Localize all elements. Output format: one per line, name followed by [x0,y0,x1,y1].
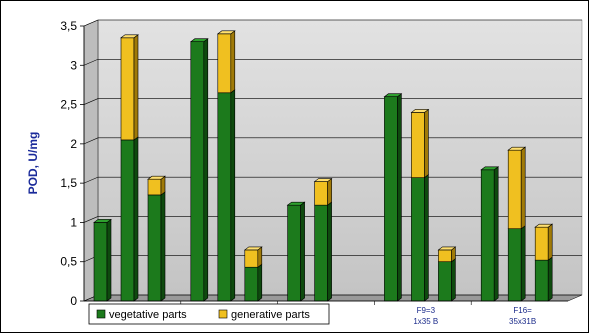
bar-vegetative-top [93,219,112,223]
bar-vegetative [534,259,549,302]
bar-vegetative [411,177,425,302]
bar-vegetative [314,204,328,302]
bar-vegetative-top [189,38,209,43]
bar-generative [217,33,232,94]
y-axis-label: POD, U/mg [26,132,40,195]
legend-swatch-generative [218,309,228,319]
x-category-label: F16= [513,306,532,315]
bar-vegetative-side [203,38,209,302]
y-tick-label: 3,5 [60,19,77,33]
bar-vegetative-top [383,93,403,98]
grid-line [83,19,582,27]
bar-generative-top [243,246,263,251]
bar-vegetative-side [493,166,499,302]
bar-vegetative [190,41,205,302]
bar-generative [534,226,549,261]
bar-generative-top [313,178,333,182]
bar-vegetative [244,266,259,302]
y-tick-label: 0 [70,294,77,308]
bar-generative-top [120,34,139,39]
bar-vegetative-top [286,201,306,206]
bar-vegetative [120,139,135,302]
bar-generative [507,149,522,230]
bar-vegetative [507,228,522,302]
legend-swatch-vegetative [96,309,106,319]
bar-generative [147,178,162,196]
bar-vegetative [93,222,108,302]
bar-generative-top [410,109,430,113]
bar-vegetative-top [480,166,500,171]
y-tick-label: 3 [70,58,77,72]
bar-generative-side [230,30,236,94]
bar-vegetative-side [133,136,139,302]
bar-generative-side [520,146,526,230]
bar-vegetative-side [257,263,263,302]
bar-vegetative [384,96,398,302]
y-tick-label: 1 [70,215,77,229]
bar-generative-top [534,223,554,228]
bar-generative-side [327,177,332,206]
y-tick-label: 2 [70,137,77,151]
bar-vegetative [438,261,452,302]
y-tick-label: 0,5 [60,255,77,269]
bar-generative-top [216,30,236,35]
legend-box [88,303,330,325]
bar-vegetative [287,204,301,302]
bar-generative [244,249,259,268]
bar-vegetative [147,194,162,302]
bar-vegetative [217,92,232,302]
bar-vegetative-side [327,201,332,302]
plot-back-wall [97,19,583,296]
grid-line [83,58,582,66]
bar-generative [120,37,135,141]
bar-generative-side [257,246,263,268]
bar-generative [411,112,425,178]
bar-generative-side [133,34,139,141]
bar-vegetative-side [230,89,236,302]
grid-line [83,98,582,105]
bar-generative [438,249,452,263]
bar-generative-side [424,108,429,179]
x-category-label: F9=3 [417,306,436,315]
bar-vegetative-side [424,174,429,302]
bar-vegetative-side [397,93,402,302]
y-tick-label: 2,5 [60,98,77,112]
bar-vegetative-side [520,225,526,302]
bar-vegetative-side [300,201,305,302]
x-category-label: 35x31B [509,317,536,326]
bar-vegetative [480,169,495,302]
y-tick-label: 1,5 [60,176,77,190]
bar-vegetative-side [547,256,553,302]
bar-generative [314,181,328,206]
legend-label-generative: generative parts [231,309,310,321]
bar-generative-top [437,246,457,251]
bar-generative-top [147,175,166,180]
legend-label-vegetative: vegetative parts [109,309,187,321]
bar-vegetative-side [451,258,456,302]
x-category-label: 1x35 B [413,317,438,326]
bar-generative-top [507,146,527,151]
bar-generative-side [547,223,553,261]
bar-vegetative-side [160,191,166,302]
bar-vegetative-side [106,218,112,302]
